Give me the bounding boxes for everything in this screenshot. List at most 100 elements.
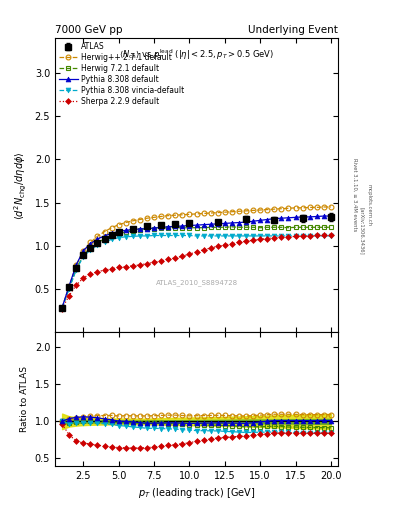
Text: ATLAS_2010_S8894728: ATLAS_2010_S8894728 bbox=[156, 279, 237, 286]
Y-axis label: Ratio to ATLAS: Ratio to ATLAS bbox=[20, 366, 29, 432]
Pythia 8.308 default bbox=[95, 236, 100, 242]
Herwig 7.2.1 default bbox=[321, 224, 326, 230]
Herwig 7.2.1 default bbox=[201, 225, 206, 231]
Herwig 7.2.1 default bbox=[286, 225, 291, 231]
Text: mcplots.cern.ch: mcplots.cern.ch bbox=[366, 184, 371, 226]
Pythia 8.308 default bbox=[166, 224, 171, 230]
Herwig++ 2.7.1 default bbox=[159, 214, 163, 220]
Herwig++ 2.7.1 default bbox=[102, 228, 107, 234]
Herwig++ 2.7.1 default bbox=[293, 205, 298, 211]
Herwig++ 2.7.1 default bbox=[152, 215, 156, 221]
Herwig++ 2.7.1 default bbox=[166, 212, 171, 219]
Text: Rivet 3.1.10, ≥ 3.4M events: Rivet 3.1.10, ≥ 3.4M events bbox=[352, 158, 357, 231]
Text: Underlying Event: Underlying Event bbox=[248, 25, 338, 35]
Pythia 8.308 vincia-default bbox=[102, 239, 107, 245]
Sherpa 2.2.9 default bbox=[116, 264, 121, 270]
Herwig++ 2.7.1 default bbox=[116, 222, 121, 228]
Pythia 8.308 vincia-default bbox=[215, 233, 220, 239]
Pythia 8.308 default bbox=[173, 223, 178, 229]
Herwig++ 2.7.1 default bbox=[230, 209, 234, 215]
Pythia 8.308 vincia-default bbox=[130, 233, 135, 240]
Line: Pythia 8.308 default: Pythia 8.308 default bbox=[60, 214, 333, 310]
Herwig++ 2.7.1 default bbox=[123, 220, 128, 226]
Sherpa 2.2.9 default bbox=[109, 266, 114, 272]
Pythia 8.308 default bbox=[307, 214, 312, 220]
Herwig 7.2.1 default bbox=[159, 225, 163, 231]
Herwig 7.2.1 default bbox=[272, 224, 277, 230]
Pythia 8.308 vincia-default bbox=[201, 233, 206, 239]
Pythia 8.308 vincia-default bbox=[180, 232, 185, 239]
Sherpa 2.2.9 default bbox=[265, 236, 270, 242]
Sherpa 2.2.9 default bbox=[95, 269, 100, 275]
Herwig++ 2.7.1 default bbox=[180, 211, 185, 218]
Pythia 8.308 vincia-default bbox=[265, 233, 270, 239]
Pythia 8.308 vincia-default bbox=[279, 233, 284, 239]
Pythia 8.308 default bbox=[145, 225, 149, 231]
Herwig++ 2.7.1 default bbox=[307, 204, 312, 210]
Herwig 7.2.1 default bbox=[187, 225, 192, 231]
Sherpa 2.2.9 default bbox=[307, 233, 312, 239]
Sherpa 2.2.9 default bbox=[138, 262, 142, 268]
Herwig++ 2.7.1 default bbox=[279, 206, 284, 212]
Herwig++ 2.7.1 default bbox=[286, 205, 291, 211]
Herwig++ 2.7.1 default bbox=[321, 204, 326, 210]
Pythia 8.308 vincia-default bbox=[95, 242, 100, 248]
Sherpa 2.2.9 default bbox=[159, 258, 163, 264]
Pythia 8.308 vincia-default bbox=[244, 233, 248, 239]
Herwig 7.2.1 default bbox=[173, 225, 178, 231]
Herwig 7.2.1 default bbox=[145, 226, 149, 232]
Herwig++ 2.7.1 default bbox=[222, 209, 227, 215]
Herwig 7.2.1 default bbox=[194, 225, 199, 231]
Sherpa 2.2.9 default bbox=[215, 243, 220, 249]
Herwig++ 2.7.1 default bbox=[67, 283, 72, 289]
Herwig 7.2.1 default bbox=[81, 252, 86, 259]
Pythia 8.308 default bbox=[222, 220, 227, 226]
Herwig 7.2.1 default bbox=[208, 224, 213, 230]
Sherpa 2.2.9 default bbox=[145, 261, 149, 267]
Pythia 8.308 default bbox=[60, 305, 64, 311]
Line: Pythia 8.308 vincia-default: Pythia 8.308 vincia-default bbox=[60, 233, 333, 310]
Pythia 8.308 default bbox=[81, 248, 86, 254]
Herwig++ 2.7.1 default bbox=[237, 208, 241, 215]
Pythia 8.308 vincia-default bbox=[88, 247, 93, 253]
Sherpa 2.2.9 default bbox=[201, 247, 206, 253]
Herwig 7.2.1 default bbox=[244, 224, 248, 230]
Pythia 8.308 default bbox=[138, 226, 142, 232]
Herwig++ 2.7.1 default bbox=[194, 211, 199, 217]
Sherpa 2.2.9 default bbox=[180, 253, 185, 259]
Sherpa 2.2.9 default bbox=[194, 249, 199, 255]
Sherpa 2.2.9 default bbox=[166, 256, 171, 262]
X-axis label: $p_T$ (leading track) [GeV]: $p_T$ (leading track) [GeV] bbox=[138, 486, 255, 500]
Herwig++ 2.7.1 default bbox=[60, 305, 64, 311]
Sherpa 2.2.9 default bbox=[286, 233, 291, 240]
Text: [arXiv:1306.3436]: [arXiv:1306.3436] bbox=[360, 206, 365, 254]
Herwig 7.2.1 default bbox=[222, 224, 227, 230]
Sherpa 2.2.9 default bbox=[251, 237, 255, 243]
Sherpa 2.2.9 default bbox=[258, 237, 263, 243]
Pythia 8.308 vincia-default bbox=[314, 233, 319, 239]
Pythia 8.308 default bbox=[300, 214, 305, 220]
Text: $\langle N_{\rm ch}\rangle$ vs $p_T^{\rm lead}$ ($|\eta| < 2.5, p_T > 0.5$ GeV): $\langle N_{\rm ch}\rangle$ vs $p_T^{\rm… bbox=[119, 47, 274, 62]
Sherpa 2.2.9 default bbox=[102, 267, 107, 273]
Pythia 8.308 vincia-default bbox=[251, 233, 255, 239]
Pythia 8.308 vincia-default bbox=[187, 232, 192, 239]
Pythia 8.308 vincia-default bbox=[307, 233, 312, 239]
Pythia 8.308 vincia-default bbox=[138, 233, 142, 239]
Herwig++ 2.7.1 default bbox=[145, 215, 149, 221]
Herwig++ 2.7.1 default bbox=[258, 207, 263, 213]
Pythia 8.308 default bbox=[208, 221, 213, 227]
Pythia 8.308 vincia-default bbox=[60, 305, 64, 311]
Pythia 8.308 default bbox=[293, 215, 298, 221]
Sherpa 2.2.9 default bbox=[244, 238, 248, 244]
Text: 7000 GeV pp: 7000 GeV pp bbox=[55, 25, 123, 35]
Pythia 8.308 vincia-default bbox=[152, 232, 156, 239]
Herwig++ 2.7.1 default bbox=[215, 209, 220, 216]
Pythia 8.308 vincia-default bbox=[116, 234, 121, 241]
Herwig 7.2.1 default bbox=[138, 227, 142, 233]
Pythia 8.308 default bbox=[279, 215, 284, 221]
Herwig 7.2.1 default bbox=[237, 224, 241, 230]
Herwig 7.2.1 default bbox=[130, 228, 135, 234]
Herwig++ 2.7.1 default bbox=[300, 205, 305, 211]
Herwig 7.2.1 default bbox=[307, 224, 312, 230]
Pythia 8.308 default bbox=[215, 221, 220, 227]
